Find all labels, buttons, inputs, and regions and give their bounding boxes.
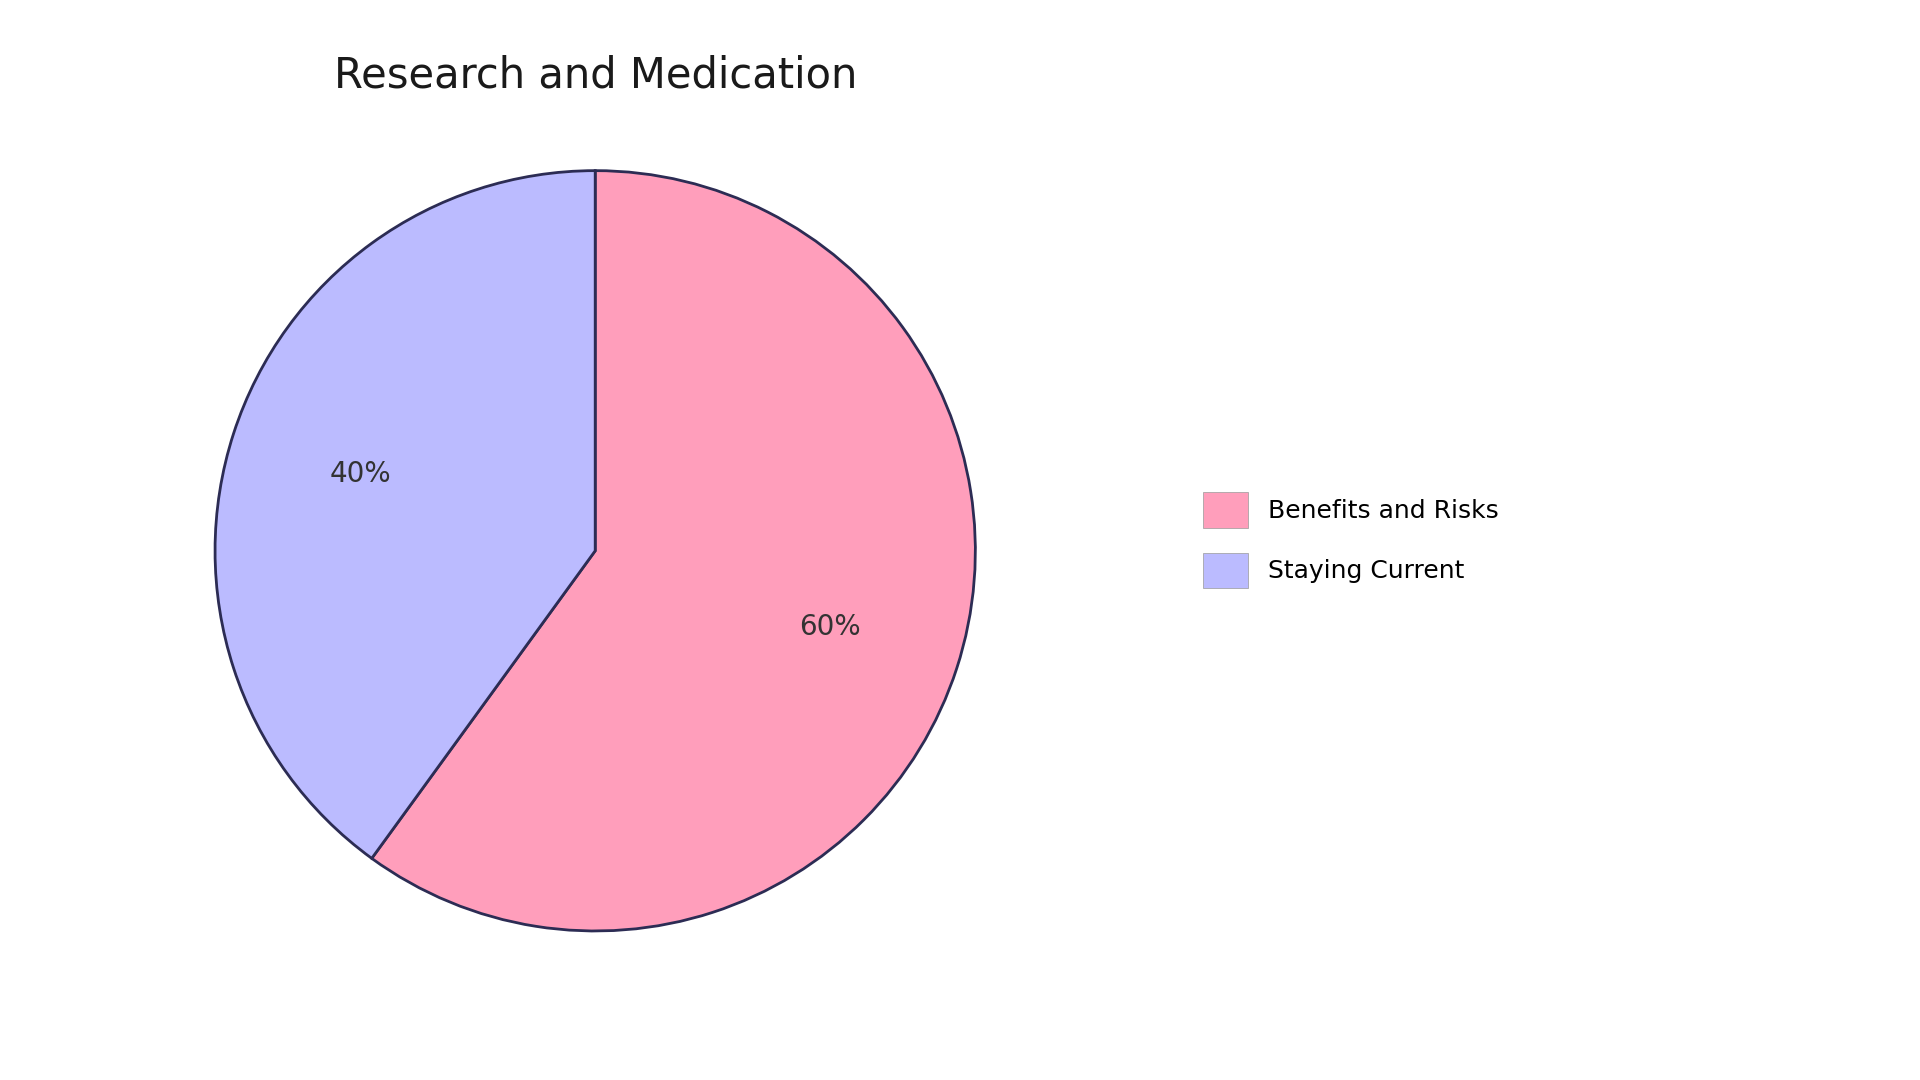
Legend: Benefits and Risks, Staying Current: Benefits and Risks, Staying Current	[1204, 492, 1500, 588]
Text: Research and Medication: Research and Medication	[334, 54, 856, 96]
Text: 40%: 40%	[330, 460, 392, 488]
Wedge shape	[215, 171, 595, 859]
Text: 60%: 60%	[799, 613, 860, 642]
Wedge shape	[372, 171, 975, 931]
